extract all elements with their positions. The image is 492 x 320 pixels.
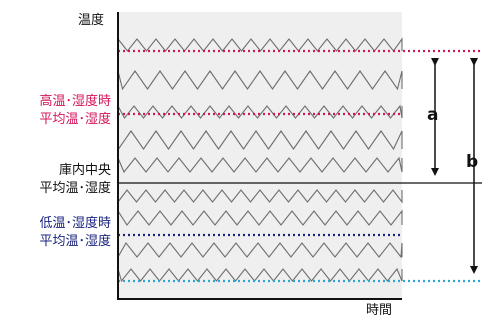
low-average-label: 低温･湿度時 平均温･湿度 <box>10 215 111 251</box>
zigzag-curve-2 <box>117 70 403 91</box>
plot-background <box>118 12 402 299</box>
zigzag-curve-7 <box>117 209 403 226</box>
x-axis-label: 時間 <box>366 303 393 318</box>
center-average-label: 庫内中央 平均温･湿度 <box>10 162 111 198</box>
center-label-line2: 平均温･湿度 <box>39 181 111 196</box>
center-label-line1: 庫内中央 <box>58 163 111 178</box>
y-axis-label: 温度 <box>78 13 105 28</box>
low-label-line1: 低温･湿度時 <box>39 216 111 231</box>
zigzag-curve-1 <box>117 37 403 52</box>
zigzag-curve-6 <box>117 189 403 204</box>
high-average-label: 高温･湿度時 平均温･湿度 <box>10 93 111 129</box>
high-label-line1: 高温･湿度時 <box>39 94 111 109</box>
zigzag-curves <box>117 37 403 283</box>
label-a: a <box>427 105 439 125</box>
high-label-line2: 平均温･湿度 <box>39 112 111 127</box>
zigzag-curve-5 <box>117 156 403 174</box>
zigzag-curve-9 <box>117 267 403 283</box>
label-b: b <box>466 152 479 172</box>
zigzag-curve-8 <box>117 242 403 260</box>
low-label-line2: 平均温･湿度 <box>39 234 111 249</box>
zigzag-curve-4 <box>117 130 403 151</box>
